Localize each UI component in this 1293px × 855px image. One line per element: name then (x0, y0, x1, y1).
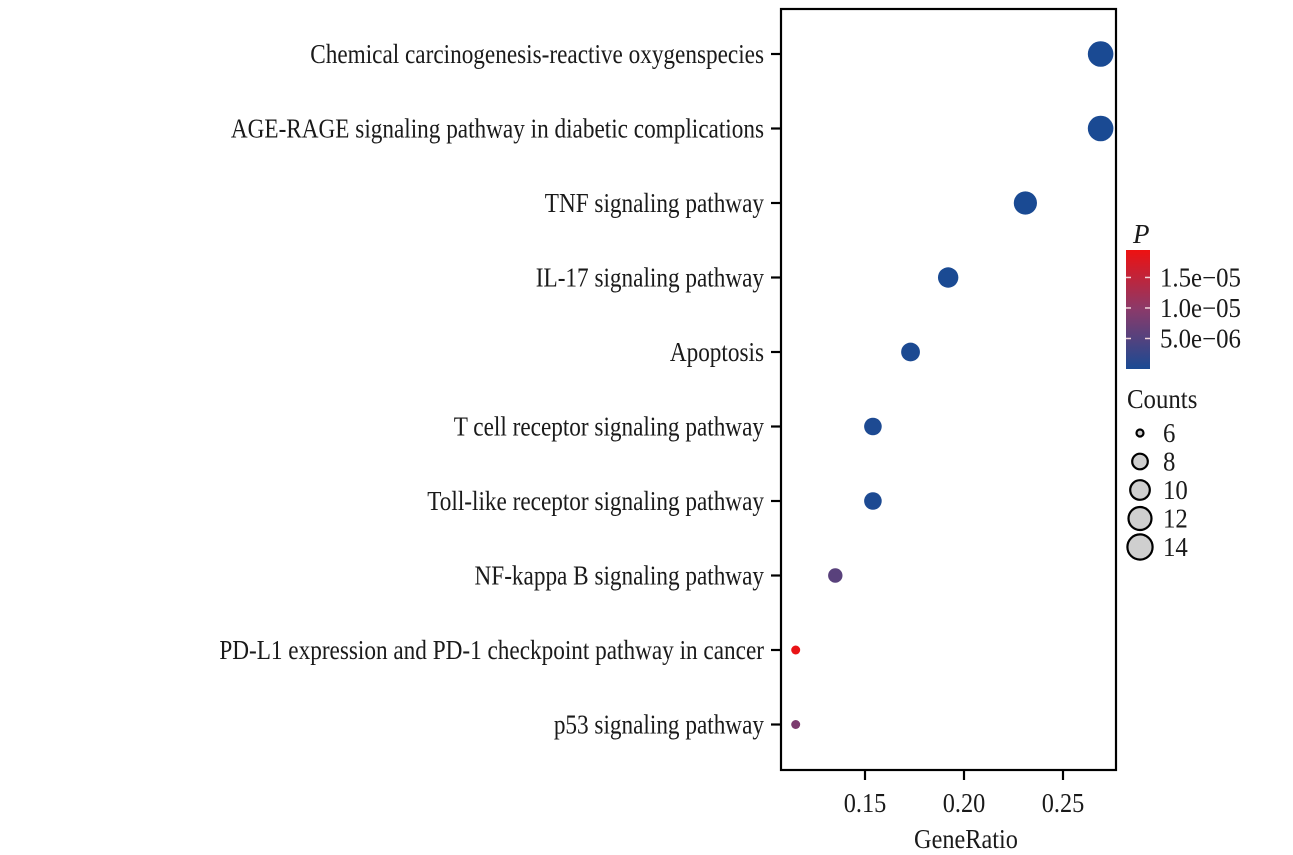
data-point (1013, 191, 1037, 215)
y-tick-label: p53 signaling pathway (554, 711, 765, 740)
x-axis-tick-labels: 0.15 0.20 0.25 (844, 788, 1085, 818)
x-axis-ticks (863, 770, 1065, 780)
colorbar-tick-label: 5.0e−06 (1160, 324, 1241, 354)
x-tick-label: 0.15 (844, 788, 887, 818)
counts-legend-circle (1135, 428, 1145, 438)
counts-legend-circle (1129, 479, 1151, 501)
p-colorbar (1126, 250, 1150, 369)
data-point (1087, 115, 1114, 142)
counts-legend-label: 12 (1163, 504, 1188, 534)
data-point (937, 267, 959, 288)
y-tick-label: Toll-like receptor signaling pathway (427, 487, 764, 516)
data-points (791, 41, 1114, 729)
y-tick-label: Chemical carcinogenesis-reactive oxygens… (310, 40, 764, 69)
y-axis-labels: Chemical carcinogenesis-reactive oxygens… (219, 40, 764, 739)
p-colorbar-labels: 1.5e−051.0e−055.0e−06 (1160, 263, 1241, 354)
p-value-legend: P 1.5e−051.0e−055.0e−06 (1126, 219, 1241, 369)
y-tick-label: AGE-RAGE signaling pathway in diabetic c… (231, 115, 764, 144)
data-point (864, 492, 882, 510)
x-tick-label: 0.20 (943, 788, 986, 818)
data-point (828, 568, 843, 583)
y-tick-label: TNF signaling pathway (545, 189, 765, 218)
y-tick-label: IL-17 signaling pathway (536, 264, 765, 293)
y-tick-label: NF-kappa B signaling pathway (475, 562, 765, 591)
counts-legend-circle (1131, 452, 1149, 471)
counts-legend-label: 6 (1163, 418, 1175, 448)
counts-legend-circle (1127, 505, 1153, 532)
y-tick-label: T cell receptor signaling pathway (454, 413, 765, 442)
counts-legend-label: 14 (1163, 532, 1188, 562)
counts-legend-label: 8 (1163, 447, 1175, 477)
counts-legend-title: Counts (1127, 384, 1197, 414)
data-point (791, 645, 801, 655)
data-point (864, 417, 882, 436)
plot-panel-border (779, 7, 1118, 772)
p-legend-title: P (1132, 219, 1150, 249)
data-point (791, 720, 801, 729)
counts-legend-label: 10 (1163, 475, 1188, 505)
x-axis-title: GeneRatio (914, 824, 1018, 854)
colorbar-tick-label: 1.0e−05 (1160, 293, 1241, 323)
counts-legend-circle (1126, 533, 1154, 561)
p-colorbar-ticks (1126, 276, 1150, 340)
data-point (1087, 41, 1114, 67)
colorbar-tick-label: 1.5e−05 (1160, 263, 1241, 293)
x-tick-label: 0.25 (1042, 788, 1085, 818)
y-tick-label: Apoptosis (670, 338, 764, 367)
y-tick-label: PD-L1 expression and PD-1 checkpoint pat… (219, 636, 764, 665)
y-axis-ticks (771, 52, 781, 726)
data-point (901, 342, 920, 362)
